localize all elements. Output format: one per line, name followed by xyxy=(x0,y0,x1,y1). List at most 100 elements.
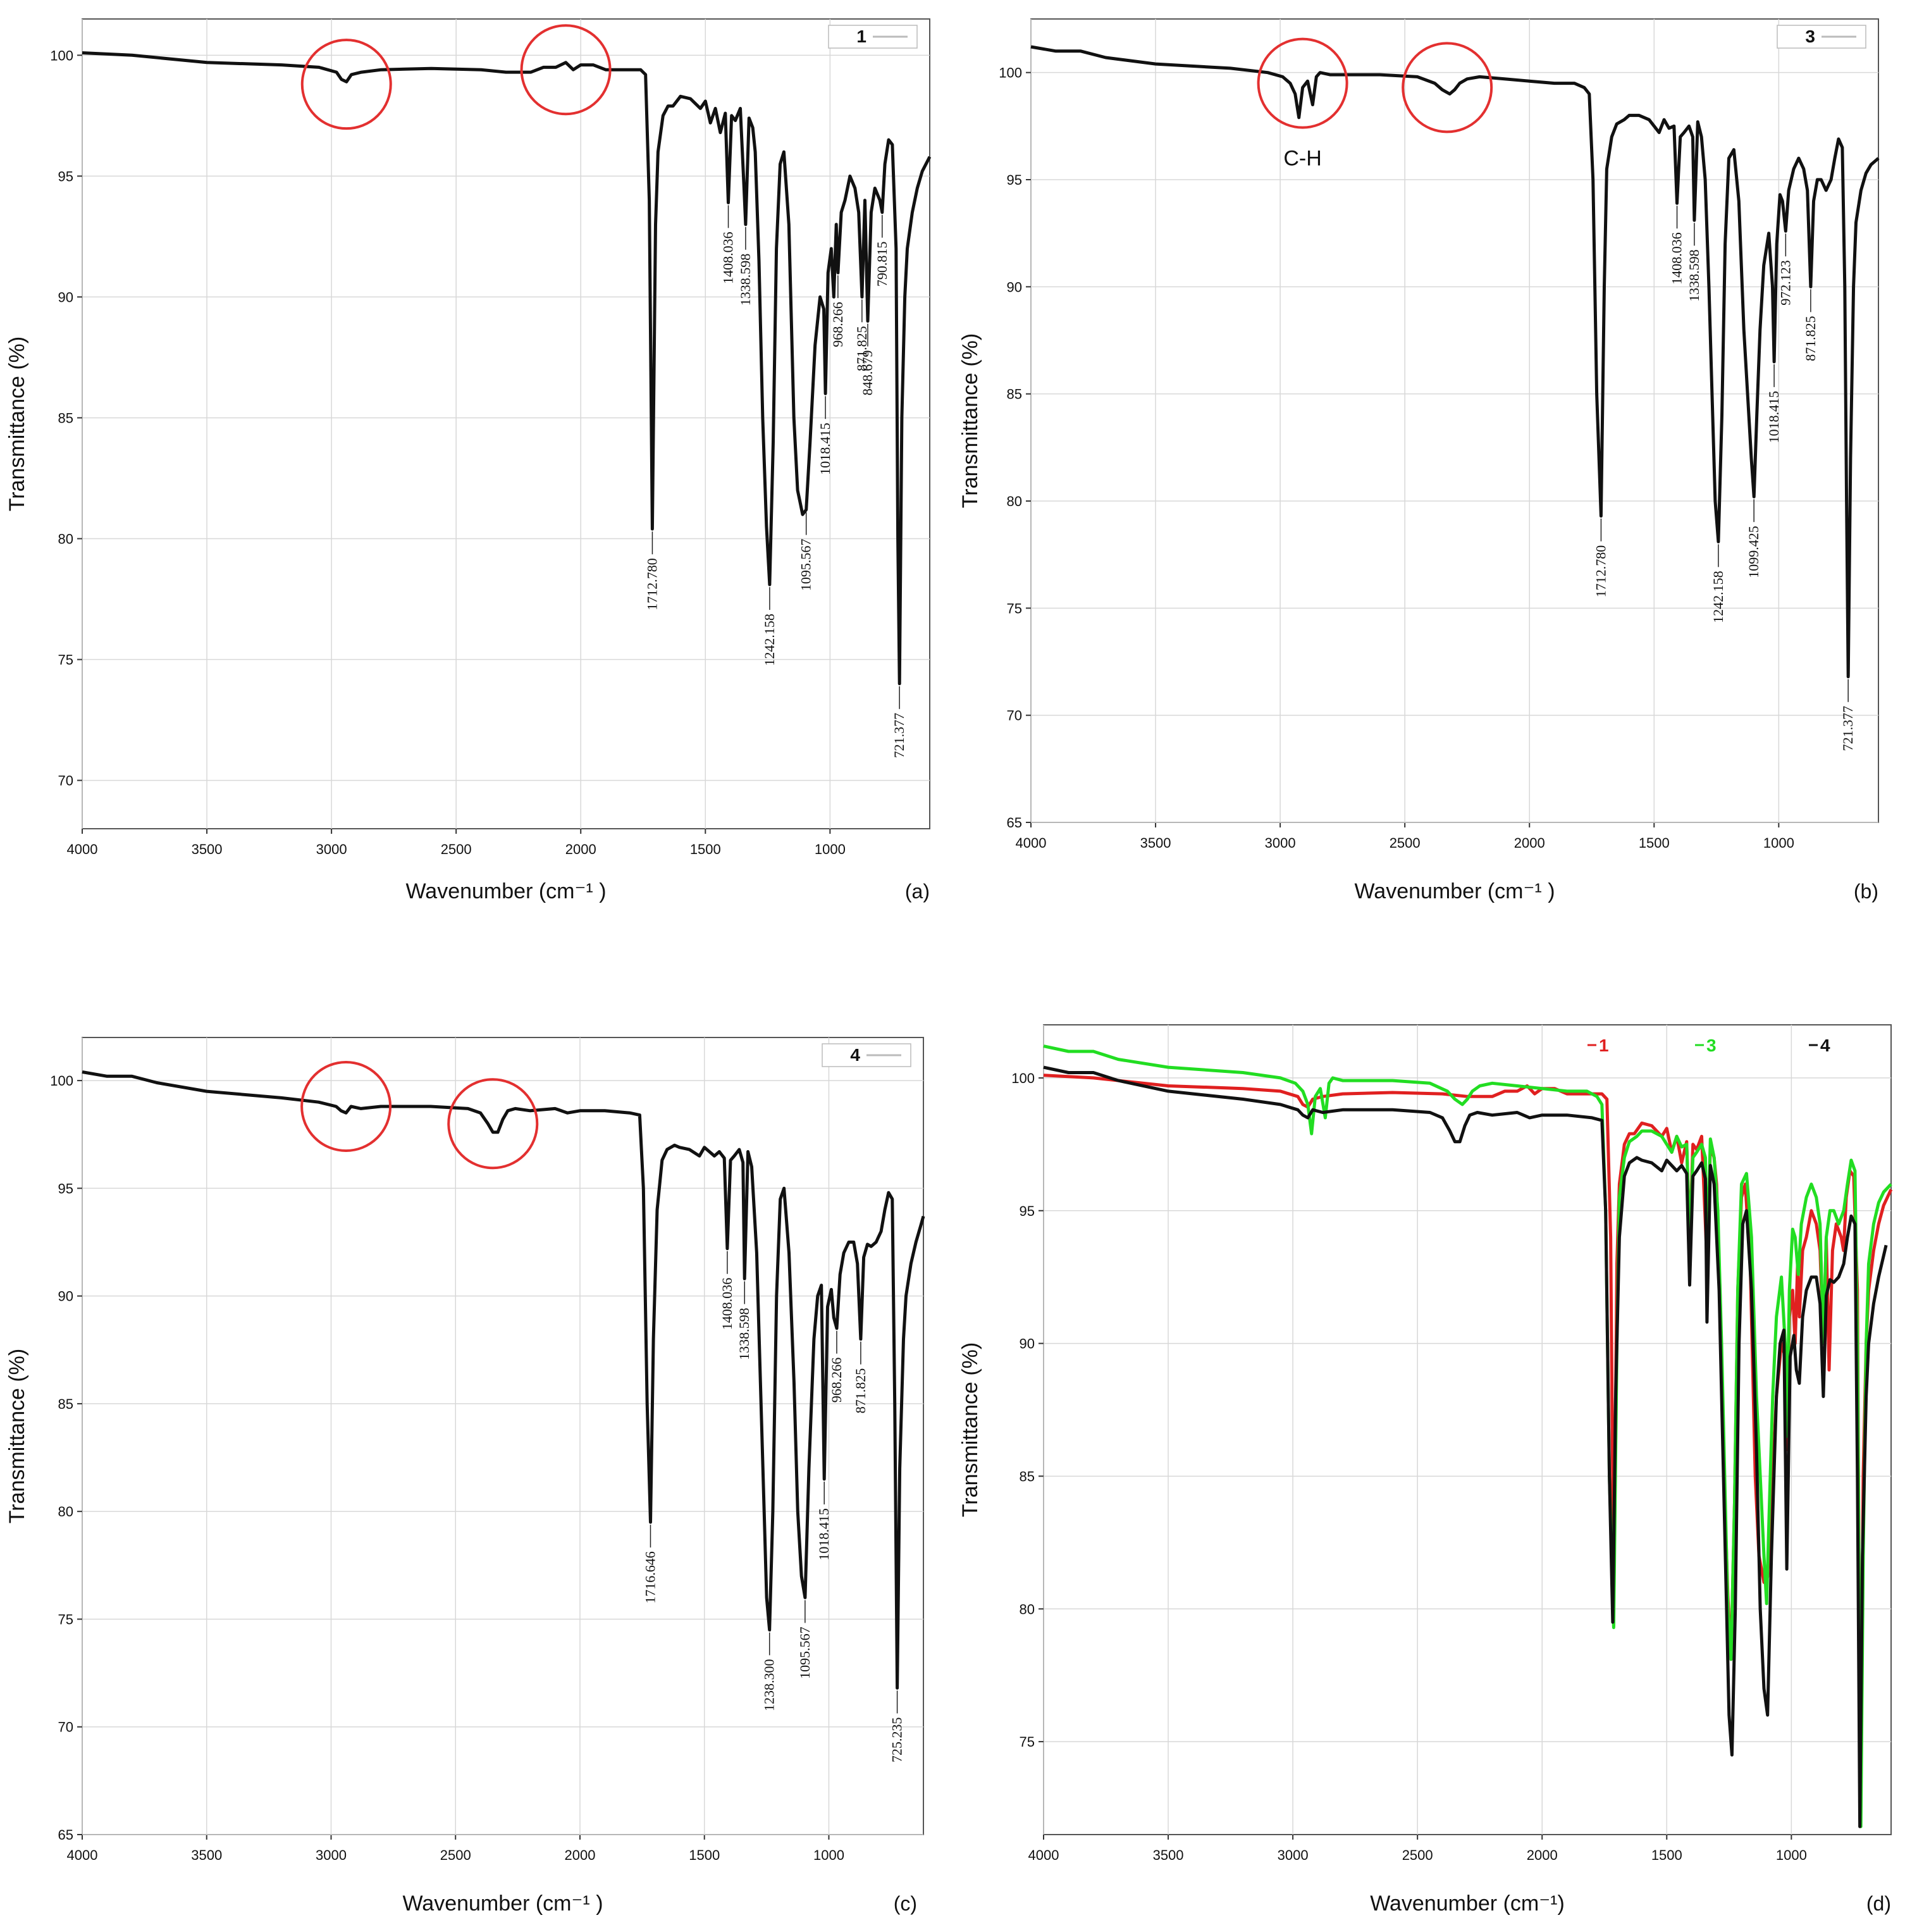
y-tick-label: 90 xyxy=(1007,279,1022,295)
y-tick-label: 75 xyxy=(58,652,73,668)
plot-frame xyxy=(82,1037,924,1835)
y-tick-label: 85 xyxy=(1020,1468,1035,1484)
peak-label: 871.825 xyxy=(853,1368,868,1414)
chart-panel-c: 4000 3500 3000 2500 2000 1500 1000 65 70 75 80 85 90… xyxy=(5,1037,925,1916)
circle-annotation: C-H xyxy=(1283,147,1321,171)
panel-label: (d) xyxy=(1866,1892,1891,1915)
peak-label: 1338.598 xyxy=(737,254,753,306)
y-axis-title: Transmittance (%) xyxy=(5,337,29,511)
peak-label: 1242.158 xyxy=(761,614,777,666)
x-axis-title: Wavenumber (cm⁻¹) xyxy=(1370,1892,1565,1916)
highlight-circle xyxy=(1402,42,1493,133)
series-line-1 xyxy=(82,51,932,686)
plot-frame xyxy=(1030,18,1879,823)
y-tick-label: 90 xyxy=(58,1289,73,1304)
x-tick-label: 3500 xyxy=(1140,835,1171,851)
y-tick-label: 85 xyxy=(58,1396,73,1412)
panel-label: (c) xyxy=(894,1892,917,1915)
y-tick-label: 100 xyxy=(50,1073,73,1089)
x-tick-label: 1500 xyxy=(689,1847,720,1863)
y-tick-label: 70 xyxy=(58,1719,73,1735)
peak-label: 1095.567 xyxy=(797,1626,813,1679)
y-tick-label: 95 xyxy=(1020,1203,1035,1219)
y-tick-label: 100 xyxy=(999,65,1022,81)
legend-entry-label: 4 xyxy=(1820,1036,1830,1055)
peak-label: 1408.036 xyxy=(719,1278,735,1330)
highlight-circle xyxy=(1257,37,1348,129)
peak-label: 725.235 xyxy=(889,1717,905,1762)
y-tick-label: 85 xyxy=(1007,387,1022,402)
x-axis-title: Wavenumber (cm⁻¹ ) xyxy=(1354,879,1555,903)
y-axis-title: Transmittance (%) xyxy=(958,1342,982,1517)
peak-label: 1018.415 xyxy=(816,1508,832,1561)
y-tick-label: 100 xyxy=(50,47,73,63)
series-line-3 xyxy=(1043,1044,1892,1828)
highlight-circle xyxy=(300,39,392,130)
legend-entry-label: 4 xyxy=(850,1045,860,1065)
y-tick-label: 65 xyxy=(58,1827,73,1843)
y-tick-label: 90 xyxy=(58,289,73,305)
x-tick-label: 3500 xyxy=(192,841,223,857)
x-tick-label: 2500 xyxy=(440,1847,471,1863)
x-tick-label: 4000 xyxy=(1016,835,1047,851)
y-tick-label: 75 xyxy=(1007,600,1022,616)
series-line-3 xyxy=(1030,45,1880,679)
peak-label: 1242.158 xyxy=(1710,571,1726,623)
series-line-4 xyxy=(1043,1065,1888,1828)
x-tick-label: 1000 xyxy=(1776,1847,1807,1863)
highlight-circle xyxy=(447,1078,539,1170)
peak-label: 1095.567 xyxy=(798,539,814,591)
highlight-circle xyxy=(300,1060,392,1152)
x-tick-label: 4000 xyxy=(67,841,98,857)
x-tick-label: 2500 xyxy=(1390,835,1421,851)
x-tick-label: 1500 xyxy=(1639,835,1670,851)
y-tick-label: 100 xyxy=(1011,1070,1035,1086)
y-tick-label: 85 xyxy=(58,410,73,426)
peak-label: 1712.780 xyxy=(1593,545,1608,598)
y-tick-label: 75 xyxy=(58,1611,73,1627)
peak-label: 1338.598 xyxy=(1686,249,1702,302)
x-tick-label: 2500 xyxy=(1402,1847,1433,1863)
peak-label: 721.377 xyxy=(1840,706,1856,752)
plot-frame xyxy=(1043,1024,1892,1835)
x-axis-title: Wavenumber (cm⁻¹ ) xyxy=(405,879,606,903)
y-axis-title: Transmittance (%) xyxy=(958,333,982,508)
y-tick-label: 65 xyxy=(1007,815,1022,831)
peak-label: 848.679 xyxy=(860,350,875,396)
peak-label: 790.815 xyxy=(874,242,890,287)
peak-label: 1238.300 xyxy=(761,1659,777,1711)
y-tick-label: 75 xyxy=(1020,1734,1035,1750)
x-tick-label: 1000 xyxy=(1763,835,1794,851)
x-tick-label: 1500 xyxy=(1651,1847,1682,1863)
peak-label: 1716.646 xyxy=(642,1551,658,1604)
x-tick-label: 3500 xyxy=(191,1847,222,1863)
highlight-circle xyxy=(520,24,612,116)
x-tick-label: 2500 xyxy=(441,841,472,857)
y-tick-label: 80 xyxy=(58,531,73,547)
peak-label: 968.266 xyxy=(830,302,846,347)
peak-label: 968.266 xyxy=(829,1358,844,1403)
y-tick-label: 95 xyxy=(58,168,73,184)
peak-label: 1099.425 xyxy=(1746,526,1761,578)
plot-frame xyxy=(82,18,930,829)
y-axis-title: Transmittance (%) xyxy=(5,1349,29,1523)
peak-label: 1018.415 xyxy=(1766,391,1782,443)
x-tick-label: 3000 xyxy=(316,1847,347,1863)
x-tick-label: 3000 xyxy=(1265,835,1296,851)
y-tick-label: 80 xyxy=(1007,493,1022,509)
peak-label: 871.825 xyxy=(1803,316,1818,361)
peak-label: 1408.036 xyxy=(1669,232,1685,285)
peak-label: 721.377 xyxy=(891,713,907,759)
y-tick-label: 95 xyxy=(1007,172,1022,188)
chart-panel-b: 4000 3500 3000 2500 2000 1500 1000 65 70 75 80 85 90… xyxy=(958,18,1880,903)
x-tick-label: 2000 xyxy=(565,1847,596,1863)
y-tick-label: 90 xyxy=(1020,1336,1035,1352)
peak-label: 1408.036 xyxy=(720,232,736,284)
chart-panel-d: 4000 3500 3000 2500 2000 1500 1000 75 80 85 90 95 10… xyxy=(958,1024,1893,1916)
x-tick-label: 3500 xyxy=(1153,1847,1184,1863)
x-axis-title: Wavenumber (cm⁻¹ ) xyxy=(402,1892,603,1916)
y-tick-label: 95 xyxy=(58,1180,73,1196)
peak-label: 1338.598 xyxy=(736,1308,752,1360)
panel-label: (b) xyxy=(1854,880,1878,903)
